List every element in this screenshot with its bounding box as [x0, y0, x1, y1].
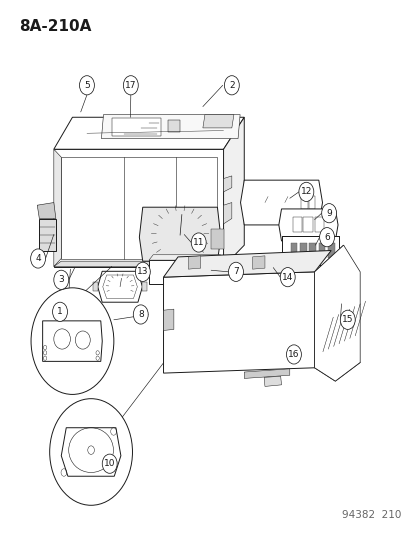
Polygon shape [61, 157, 217, 259]
Text: 8: 8 [138, 310, 143, 319]
Polygon shape [54, 261, 230, 266]
Polygon shape [54, 117, 244, 149]
Polygon shape [163, 309, 173, 330]
Polygon shape [244, 369, 289, 378]
Polygon shape [327, 243, 334, 258]
Text: 8A-210A: 8A-210A [19, 19, 91, 34]
Polygon shape [282, 236, 338, 265]
Text: 9: 9 [325, 209, 331, 217]
Circle shape [62, 145, 66, 150]
Ellipse shape [149, 203, 210, 267]
Circle shape [154, 268, 161, 276]
Polygon shape [252, 256, 264, 269]
Polygon shape [263, 376, 281, 386]
Polygon shape [142, 282, 147, 292]
Circle shape [298, 182, 313, 201]
Polygon shape [149, 255, 220, 260]
Circle shape [228, 262, 243, 281]
Circle shape [31, 249, 45, 268]
Polygon shape [54, 149, 61, 266]
Text: 6: 6 [323, 233, 329, 241]
Polygon shape [318, 243, 325, 258]
Circle shape [54, 270, 69, 289]
Polygon shape [112, 118, 161, 136]
Circle shape [321, 204, 336, 223]
Circle shape [201, 268, 208, 276]
Circle shape [133, 305, 148, 324]
Circle shape [135, 262, 150, 281]
Polygon shape [188, 256, 200, 269]
Circle shape [93, 145, 97, 150]
Circle shape [339, 310, 354, 329]
Polygon shape [308, 196, 315, 209]
Circle shape [102, 454, 117, 473]
Polygon shape [54, 149, 223, 266]
Polygon shape [101, 115, 240, 139]
Circle shape [123, 76, 138, 95]
Polygon shape [202, 115, 233, 128]
Polygon shape [301, 196, 307, 209]
Text: 4: 4 [35, 254, 41, 263]
Circle shape [286, 345, 301, 364]
Text: 7: 7 [233, 268, 238, 276]
Polygon shape [210, 229, 224, 249]
Text: 12: 12 [300, 188, 311, 196]
Circle shape [50, 399, 132, 505]
Polygon shape [314, 245, 359, 381]
Polygon shape [163, 272, 314, 373]
Polygon shape [102, 275, 137, 298]
Text: 94382  210: 94382 210 [342, 510, 401, 520]
Circle shape [88, 446, 94, 454]
Polygon shape [167, 120, 180, 132]
Circle shape [52, 302, 67, 321]
Text: 14: 14 [281, 273, 293, 281]
Circle shape [200, 145, 204, 150]
Circle shape [224, 76, 239, 95]
Polygon shape [43, 321, 102, 361]
Polygon shape [314, 245, 343, 368]
Circle shape [126, 145, 130, 150]
Polygon shape [37, 203, 56, 219]
Text: 15: 15 [341, 316, 353, 324]
Polygon shape [39, 219, 56, 251]
Polygon shape [139, 207, 220, 261]
Circle shape [280, 268, 294, 287]
Circle shape [319, 228, 334, 247]
Text: 11: 11 [192, 238, 204, 247]
Polygon shape [93, 282, 97, 292]
Polygon shape [163, 251, 330, 277]
Circle shape [178, 268, 185, 276]
Polygon shape [309, 243, 315, 258]
Polygon shape [97, 271, 142, 302]
Text: 3: 3 [58, 276, 64, 284]
Text: 10: 10 [104, 459, 115, 468]
Polygon shape [149, 260, 215, 284]
Polygon shape [215, 255, 220, 284]
Text: 17: 17 [125, 81, 136, 90]
Text: 16: 16 [287, 350, 299, 359]
Polygon shape [61, 427, 121, 477]
Circle shape [191, 233, 206, 252]
Polygon shape [303, 217, 312, 232]
Polygon shape [292, 217, 301, 232]
Text: 13: 13 [137, 268, 148, 276]
Polygon shape [223, 176, 231, 192]
Polygon shape [278, 209, 337, 241]
Polygon shape [314, 217, 323, 232]
Circle shape [31, 288, 114, 394]
Circle shape [190, 268, 196, 276]
Text: 1: 1 [57, 308, 63, 316]
Text: 5: 5 [84, 81, 90, 90]
Text: 2: 2 [228, 81, 234, 90]
Polygon shape [223, 117, 244, 266]
Polygon shape [290, 243, 297, 258]
Polygon shape [314, 349, 359, 381]
Polygon shape [223, 203, 231, 224]
Circle shape [166, 268, 173, 276]
Polygon shape [299, 243, 306, 258]
Circle shape [163, 145, 167, 150]
Circle shape [79, 76, 94, 95]
Polygon shape [240, 180, 322, 225]
